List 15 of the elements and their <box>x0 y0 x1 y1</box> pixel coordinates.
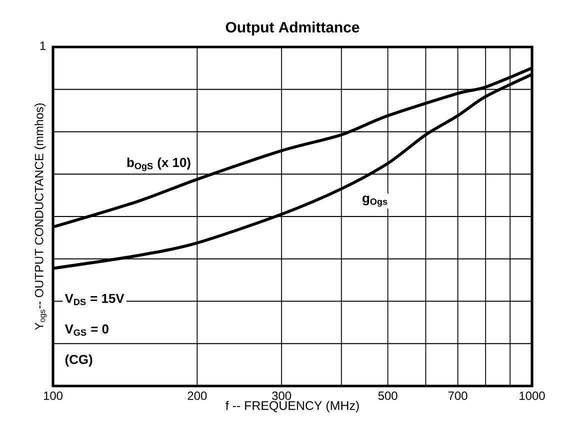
x-tick-label: 100 <box>44 392 63 400</box>
x-tick-label: 500 <box>378 392 398 400</box>
series-label: g$_{Ogs}$ <box>362 196 388 207</box>
x-tick-label: 700 <box>448 392 468 400</box>
annotation: V$_{GS}$ = 0 <box>64 324 108 336</box>
x-axis-title: f -- FREQUENCY (MHz) <box>226 400 359 412</box>
annotation: (CG) <box>65 354 92 367</box>
x-tick-label: 1000 <box>520 392 545 400</box>
text: 1 <box>40 42 46 50</box>
x-tick-label: 200 <box>188 392 207 400</box>
series-label: b$_{OgS}$ (x 10) <box>127 158 190 172</box>
x-tick-label: 300 <box>272 392 292 400</box>
chart-title: Output Admittance <box>226 22 360 36</box>
annotation: V$_{DS}$ = 15V <box>64 294 124 306</box>
y-axis-title: Y$_{ogs}$-- OUTPUT CONDUCTANCE (mmhos) <box>34 103 47 330</box>
